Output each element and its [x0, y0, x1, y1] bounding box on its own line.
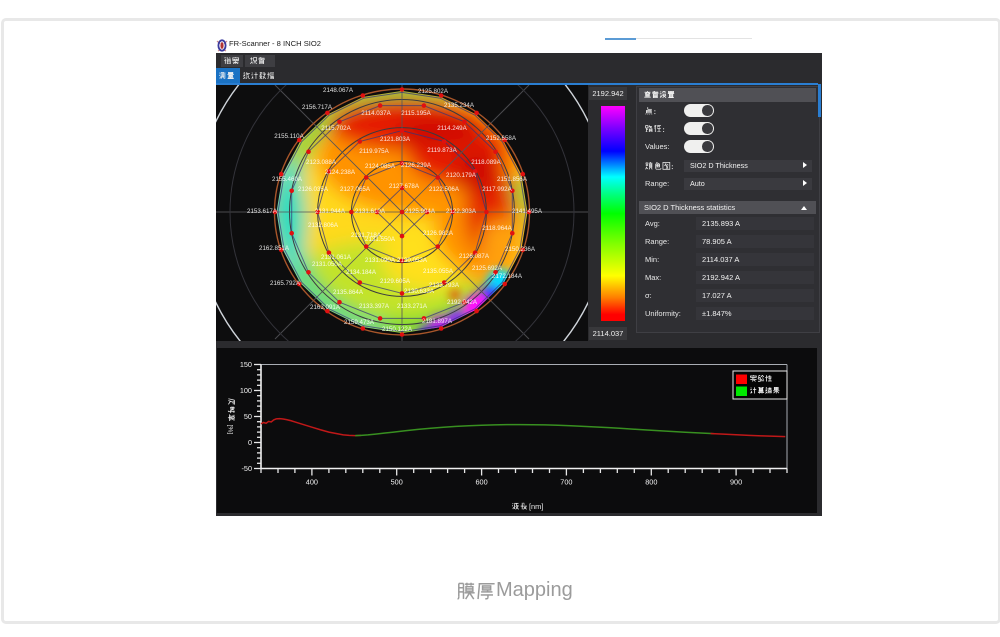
svg-text:2150.122A: 2150.122A — [382, 326, 413, 333]
svg-text:2133.793A: 2133.793A — [429, 282, 460, 289]
svg-text:2130.053A: 2130.053A — [397, 257, 428, 264]
svg-text:2114.037A: 2114.037A — [361, 110, 391, 117]
svg-text:2131.718A: 2131.718A — [351, 232, 382, 239]
svg-text:2192.942A: 2192.942A — [447, 299, 478, 306]
svg-text:-50: -50 — [241, 464, 252, 473]
svg-text:2135.055A: 2135.055A — [423, 268, 454, 275]
svg-text:2129.605A: 2129.605A — [380, 278, 411, 285]
svg-text:100: 100 — [240, 386, 252, 395]
svg-text:2133.004A: 2133.004A — [387, 85, 418, 86]
svg-text:2148.067A: 2148.067A — [323, 87, 354, 94]
svg-text:600: 600 — [476, 478, 488, 487]
svg-text:2151.856A: 2151.856A — [497, 176, 528, 183]
svg-text:400: 400 — [306, 478, 318, 487]
svg-text:2172.184A: 2172.184A — [492, 273, 523, 280]
svg-text:2126.239A: 2126.239A — [401, 162, 432, 169]
svg-text:2122.303A: 2122.303A — [446, 208, 477, 215]
svg-text:2163.091A: 2163.091A — [310, 304, 341, 311]
svg-text:2119.975A: 2119.975A — [359, 148, 389, 155]
svg-text:2162.851A: 2162.851A — [259, 245, 290, 252]
svg-text:2131.550A: 2131.550A — [365, 236, 396, 243]
svg-text:[%]: [%] — [227, 425, 234, 435]
svg-text:2115.702A: 2115.702A — [321, 125, 351, 132]
svg-text:2132.806A: 2132.806A — [308, 222, 339, 229]
svg-text:2126.035A: 2126.035A — [298, 186, 329, 193]
svg-text:2126.982A: 2126.982A — [423, 230, 454, 237]
svg-text:2165.792A: 2165.792A — [270, 280, 301, 287]
svg-text:2131.090A: 2131.090A — [365, 257, 396, 264]
svg-text:2118.964A: 2118.964A — [482, 225, 512, 232]
svg-text:700: 700 — [560, 478, 572, 487]
svg-text:2127.065A: 2127.065A — [340, 186, 371, 193]
svg-text:2123.088A: 2123.088A — [306, 159, 337, 166]
svg-text:2126.087A: 2126.087A — [459, 253, 490, 260]
svg-text:2135.234A: 2135.234A — [444, 102, 475, 109]
svg-text:2130.633A: 2130.633A — [404, 288, 435, 295]
svg-text:2117.992A: 2117.992A — [482, 186, 512, 193]
svg-text:2124.085A: 2124.085A — [365, 163, 396, 170]
svg-text:150: 150 — [240, 360, 252, 369]
svg-text:2131.061A: 2131.061A — [321, 254, 352, 261]
svg-text:2152.658A: 2152.658A — [486, 135, 517, 142]
svg-text:2141.495A: 2141.495A — [512, 208, 543, 215]
svg-text:800: 800 — [645, 478, 657, 487]
svg-text:2124.238A: 2124.238A — [325, 169, 356, 176]
svg-text:2115.195A: 2115.195A — [401, 110, 431, 117]
svg-text:2134.184A: 2134.184A — [346, 269, 377, 276]
svg-text:2155.460A: 2155.460A — [272, 176, 303, 183]
svg-text:2155.110A: 2155.110A — [274, 133, 304, 140]
svg-text:2181.897A: 2181.897A — [422, 318, 453, 325]
svg-text:2122.506A: 2122.506A — [429, 186, 460, 193]
svg-text:900: 900 — [730, 478, 742, 487]
svg-text:2125.692A: 2125.692A — [472, 265, 503, 272]
svg-text:2125.802A: 2125.802A — [418, 88, 449, 95]
svg-text:500: 500 — [391, 478, 403, 487]
svg-text:2131.050A: 2131.050A — [312, 261, 343, 268]
svg-text:2150.236A: 2150.236A — [505, 246, 536, 253]
svg-text:2131.944A: 2131.944A — [315, 208, 346, 215]
svg-text:2135.864A: 2135.864A — [333, 289, 364, 296]
svg-text:2120.179A: 2120.179A — [446, 172, 477, 179]
svg-text:[nm]: [nm] — [529, 502, 543, 511]
svg-text:2121.803A: 2121.803A — [380, 136, 411, 143]
svg-text:2119.873A: 2119.873A — [427, 147, 457, 154]
svg-text:2153.617A: 2153.617A — [247, 208, 278, 215]
svg-text:2156.717A: 2156.717A — [302, 104, 333, 111]
svg-text:2114.249A: 2114.249A — [437, 125, 467, 132]
svg-text:2118.089A: 2118.089A — [471, 159, 501, 166]
svg-text:2131.610A: 2131.610A — [355, 208, 386, 215]
svg-text:2125.994A: 2125.994A — [405, 208, 436, 215]
svg-text:50: 50 — [244, 412, 252, 421]
svg-text:0: 0 — [248, 438, 252, 447]
svg-text:2133.397A: 2133.397A — [359, 303, 390, 310]
svg-text:2133.271A: 2133.271A — [397, 303, 428, 310]
svg-text:2127.678A: 2127.678A — [389, 183, 420, 190]
svg-text:2159.473A: 2159.473A — [344, 319, 375, 326]
